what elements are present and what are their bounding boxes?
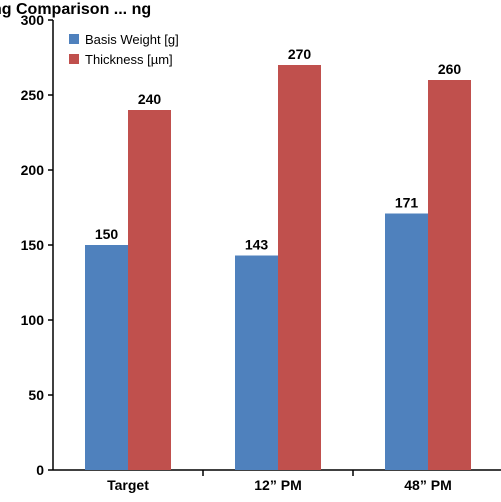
data-labels: 150 240 143 270 171 260 xyxy=(95,46,462,253)
bar-thickness xyxy=(278,65,321,470)
legend-swatch xyxy=(69,34,79,44)
legend: Basis Weight [g] Thickness [µm] xyxy=(69,32,179,67)
x-tick-label: Target xyxy=(107,477,149,493)
bar-thickness xyxy=(128,110,171,470)
y-tick-label: 250 xyxy=(21,87,45,103)
bar-basis-weight xyxy=(85,245,128,470)
data-label: 240 xyxy=(138,91,162,107)
y-tick-label: 0 xyxy=(36,462,44,478)
y-tick-label: 300 xyxy=(21,12,45,28)
x-tick-label: 12” PM xyxy=(254,477,301,493)
legend-label: Thickness [µm] xyxy=(85,52,173,67)
y-axis: 0 50 100 150 200 250 300 xyxy=(21,12,54,478)
legend-swatch xyxy=(69,54,79,64)
y-tick-label: 50 xyxy=(28,387,44,403)
bar-thickness xyxy=(428,80,471,470)
data-label: 171 xyxy=(395,195,419,211)
x-axis: Target 12” PM 48” PM xyxy=(53,469,501,493)
chart-title: ng Comparison ... ng xyxy=(0,1,151,18)
data-label: 143 xyxy=(245,237,269,253)
data-label: 270 xyxy=(288,46,312,62)
bar-basis-weight xyxy=(235,255,278,470)
y-tick-label: 200 xyxy=(21,162,45,178)
data-label: 150 xyxy=(95,226,119,242)
y-tick-label: 150 xyxy=(21,237,45,253)
x-tick-label: 48” PM xyxy=(404,477,451,493)
data-label: 260 xyxy=(438,61,462,77)
legend-label: Basis Weight [g] xyxy=(85,32,179,47)
bars xyxy=(85,65,471,470)
y-tick-label: 100 xyxy=(21,312,45,328)
bar-basis-weight xyxy=(385,213,428,470)
